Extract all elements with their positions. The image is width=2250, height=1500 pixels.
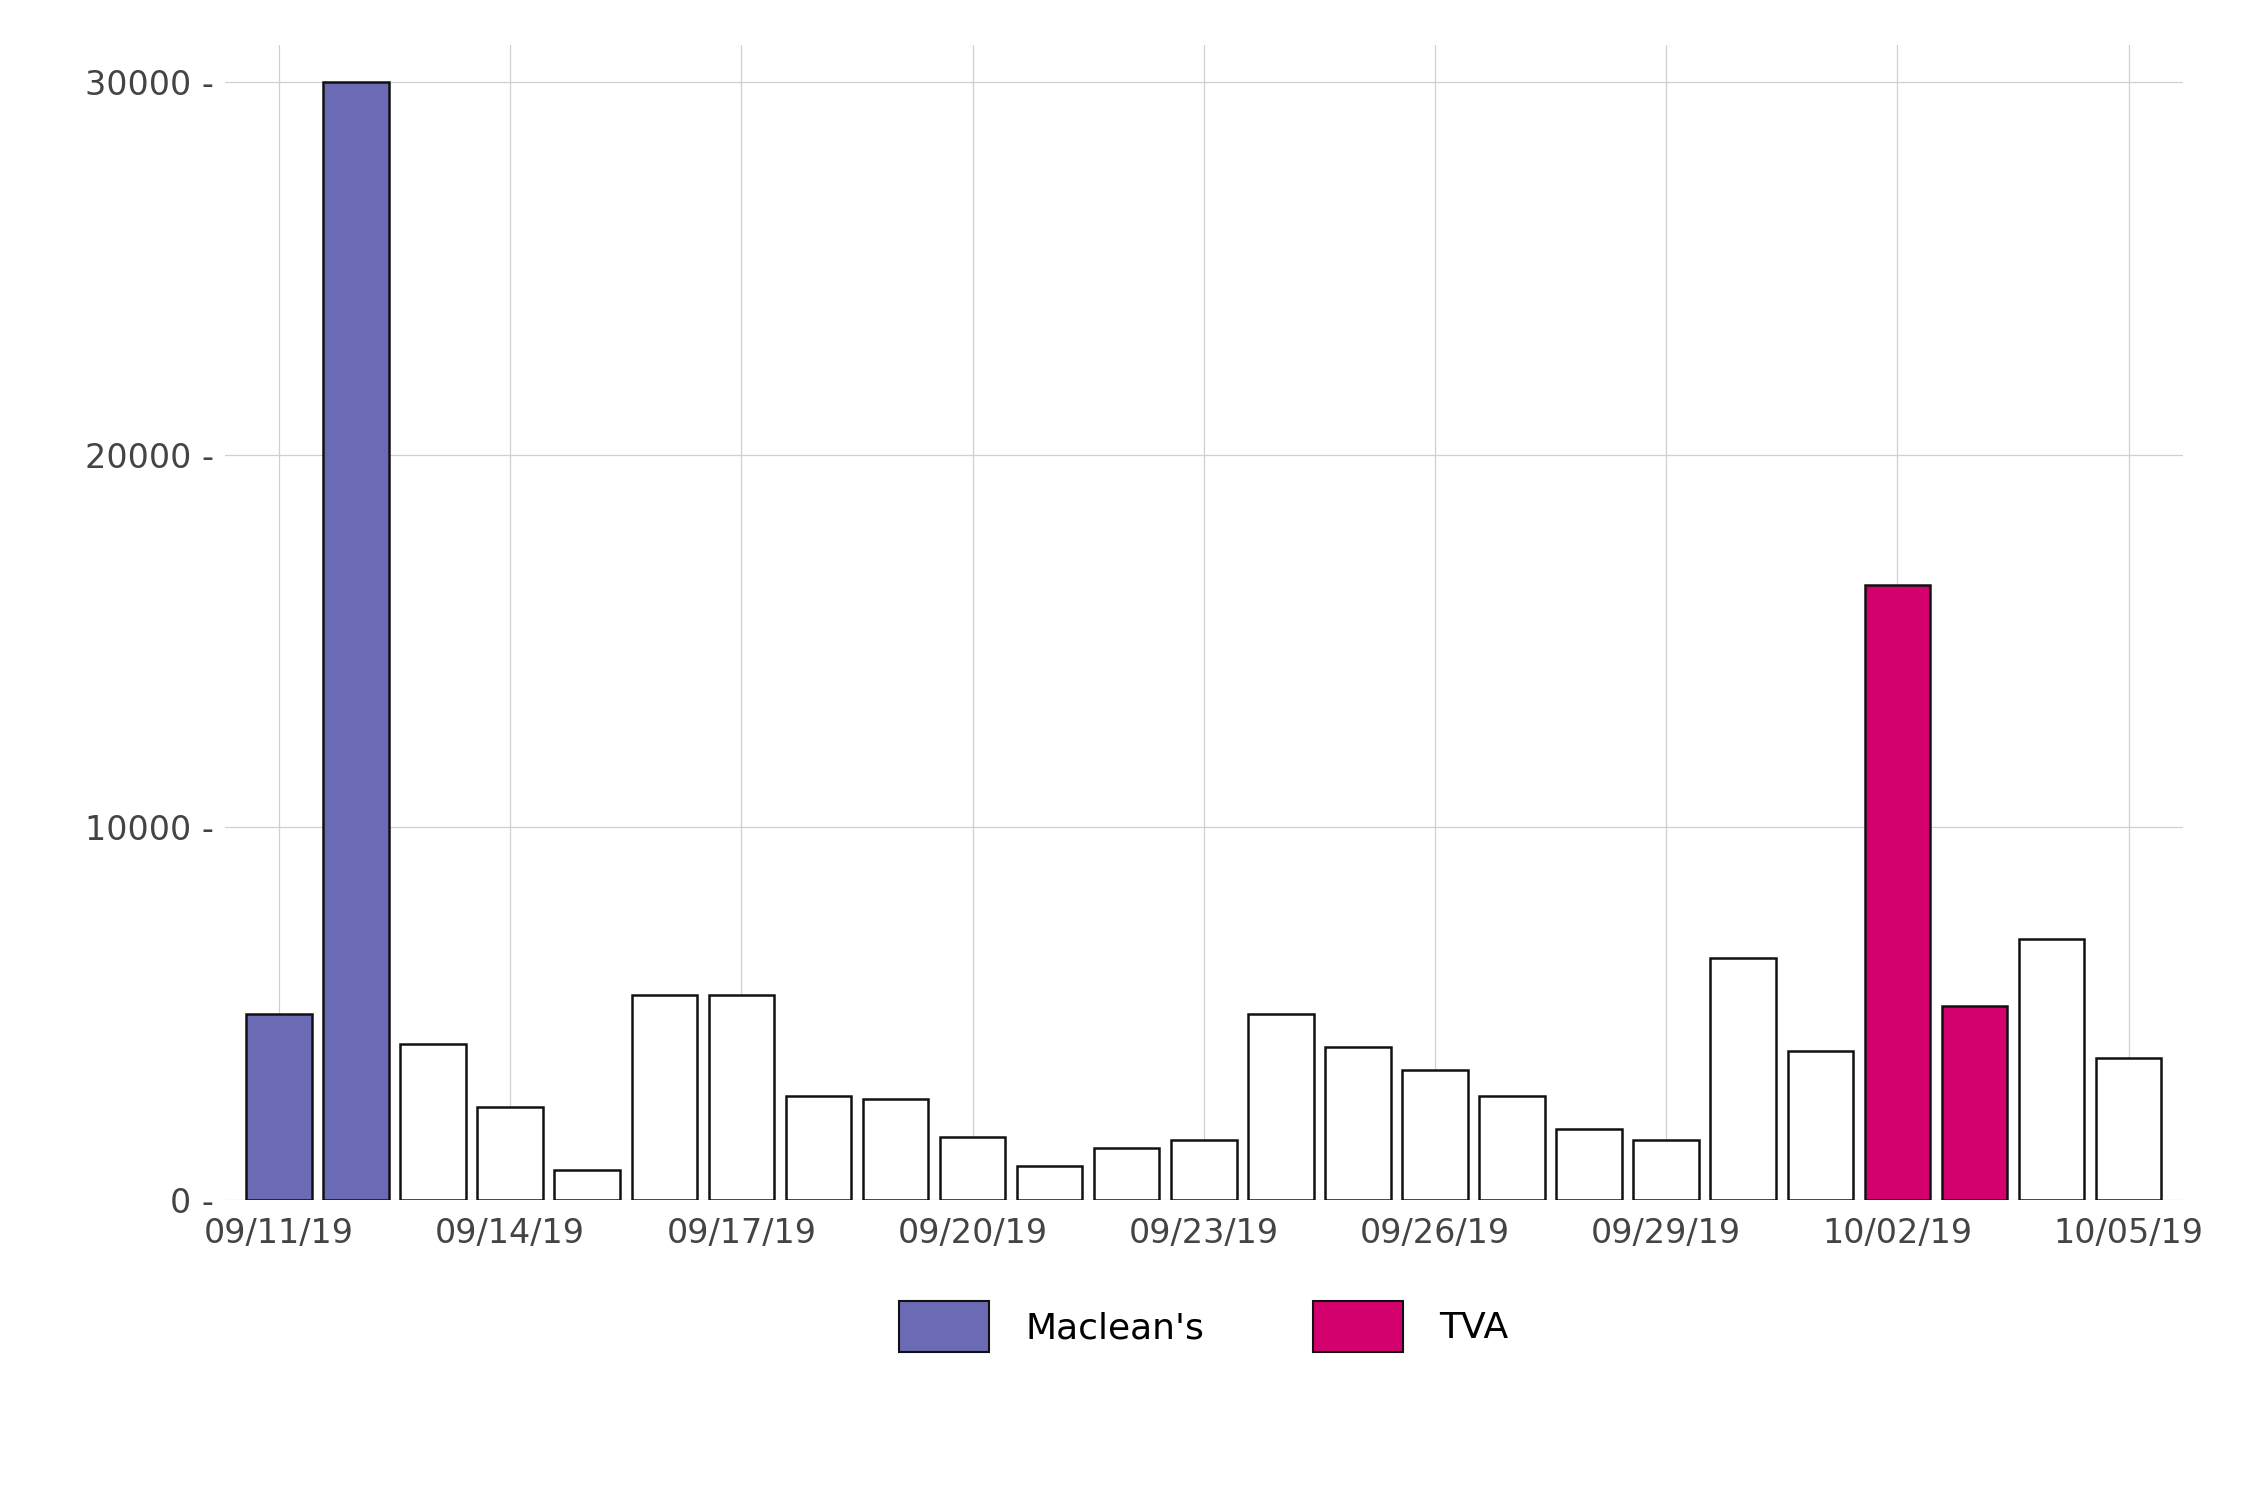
Bar xyxy=(1942,1007,2007,1200)
Bar xyxy=(940,1137,1006,1200)
Bar xyxy=(1634,1140,1699,1200)
Bar xyxy=(324,82,389,1200)
Bar xyxy=(1865,585,1930,1200)
Bar xyxy=(1325,1047,1390,1200)
Bar xyxy=(1710,958,1775,1200)
Bar xyxy=(1557,1130,1622,1200)
Bar xyxy=(1478,1095,1546,1200)
Bar xyxy=(862,1100,929,1200)
Bar xyxy=(1017,1167,1082,1200)
Bar xyxy=(477,1107,542,1200)
Bar xyxy=(1094,1148,1159,1200)
Legend: Maclean's, TVA: Maclean's, TVA xyxy=(884,1287,1523,1366)
Bar xyxy=(400,1044,466,1200)
Bar xyxy=(1249,1014,1314,1200)
Bar xyxy=(2018,939,2084,1200)
Bar xyxy=(245,1014,313,1200)
Bar xyxy=(1170,1140,1238,1200)
Bar xyxy=(1402,1070,1467,1200)
Bar xyxy=(632,994,698,1200)
Bar xyxy=(2095,1059,2162,1200)
Bar xyxy=(709,994,774,1200)
Bar xyxy=(785,1095,850,1200)
Bar xyxy=(554,1170,621,1200)
Bar xyxy=(1786,1052,1854,1200)
